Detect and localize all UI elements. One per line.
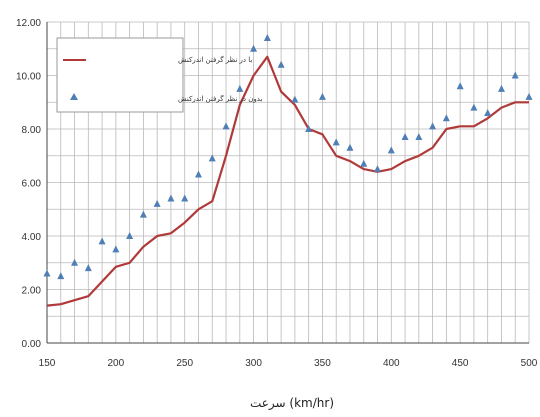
- legend-triangle-swatch: [70, 93, 78, 100]
- y-tick-label: 0.00: [22, 339, 42, 350]
- data-point-marker: [401, 133, 409, 141]
- legend: با در نظر گرفتن اندرکنش بدون در نظر گرفت…: [56, 37, 262, 113]
- data-point-marker: [236, 84, 244, 92]
- data-point-marker: [139, 210, 147, 218]
- y-tick-label: 2.00: [22, 286, 42, 297]
- y-tick-label: 6.00: [22, 179, 42, 190]
- data-point-marker: [470, 103, 478, 111]
- data-point-marker: [84, 264, 92, 272]
- data-point-marker: [43, 269, 51, 277]
- data-point-marker: [374, 165, 382, 173]
- axes: [46, 22, 529, 344]
- data-point-marker: [71, 258, 79, 266]
- data-point-marker: [57, 272, 65, 280]
- data-point-marker: [442, 114, 450, 122]
- data-point-marker: [332, 138, 340, 146]
- data-point-marker: [525, 92, 533, 100]
- data-point-marker: [318, 92, 326, 100]
- legend-label-series-2: بدون در نظر گرفتن اندرکنش: [178, 94, 262, 103]
- x-tick-label: 250: [176, 358, 193, 369]
- x-axis-title: سرعت (km/hr): [250, 396, 334, 411]
- data-point-marker: [167, 194, 175, 202]
- data-point-marker: [346, 143, 354, 151]
- x-tick-label: 500: [521, 358, 538, 369]
- data-point-marker: [415, 133, 423, 141]
- data-point-marker: [291, 95, 299, 103]
- x-tick-label: 450: [452, 358, 469, 369]
- legend-label-series-1: با در نظر گرفتن اندرکنش: [178, 55, 252, 64]
- data-point-marker: [194, 170, 202, 178]
- data-point-marker: [429, 122, 437, 130]
- legend-box: [56, 37, 184, 113]
- data-point-marker: [277, 60, 285, 68]
- data-point-marker: [250, 44, 258, 52]
- x-tick-label: 300: [245, 358, 262, 369]
- data-point-marker: [305, 125, 313, 132]
- series-line-with-interaction: [46, 55, 529, 307]
- x-tick-label: 200: [108, 358, 125, 369]
- data-point-marker: [222, 122, 230, 130]
- data-point-marker: [456, 82, 464, 90]
- y-tick-label: 10.00: [16, 72, 41, 83]
- data-point-marker: [484, 108, 492, 116]
- data-point-marker: [360, 159, 368, 167]
- data-point-marker: [511, 71, 519, 79]
- data-point-marker: [98, 237, 106, 245]
- data-point-marker: [126, 232, 134, 239]
- tick-labels: 150 200 250 300 350 400 450 500 0.00 2.00 4.00 6.00…: [16, 18, 538, 369]
- data-point-marker: [112, 245, 120, 253]
- data-point-marker: [263, 34, 271, 42]
- y-tick-label: 8.00: [22, 125, 42, 136]
- data-point-marker: [387, 146, 395, 154]
- y-tick-label: 12.00: [16, 18, 41, 29]
- x-tick-label: 350: [314, 358, 331, 369]
- data-point-marker: [181, 194, 189, 202]
- data-point-marker: [153, 199, 161, 207]
- data-point-marker: [208, 154, 216, 162]
- series-layer: [43, 34, 533, 307]
- x-tick-label: 150: [39, 358, 56, 369]
- y-tick-label: 4.00: [22, 232, 42, 243]
- x-tick-label: 400: [383, 358, 400, 369]
- data-point-marker: [497, 84, 505, 92]
